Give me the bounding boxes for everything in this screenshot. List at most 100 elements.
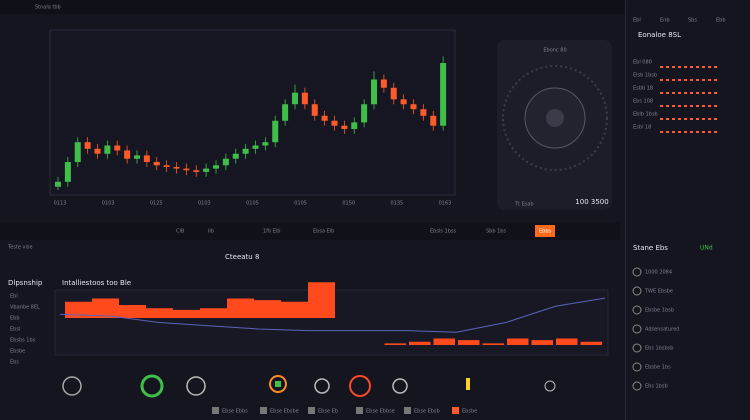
toolbar-button[interactable]: Sbb 1bs — [486, 229, 506, 235]
icon[interactable] — [275, 381, 281, 387]
dash — [672, 92, 675, 94]
icon[interactable] — [544, 380, 556, 392]
dock-icon[interactable] — [404, 407, 411, 414]
dock-button[interactable]: Ebse Ebbse — [366, 409, 395, 415]
dash — [678, 131, 681, 133]
dash — [708, 66, 711, 68]
toolbar-button[interactable]: Ebbs — [539, 229, 552, 235]
right-item[interactable]: 1000 2084 — [645, 270, 672, 276]
dock-icon[interactable] — [356, 407, 363, 414]
dock-button[interactable]: Ebse Ebsbe — [270, 409, 299, 415]
right-section: Stane Ebs — [633, 244, 668, 252]
dock-button[interactable]: Ebse Eb — [318, 409, 338, 415]
dash — [690, 66, 693, 68]
candle-body — [173, 166, 180, 169]
right-item[interactable]: Ebsbe 1bs — [645, 365, 671, 371]
dash — [714, 131, 717, 133]
dash — [690, 105, 693, 107]
icon[interactable] — [186, 376, 206, 396]
bar — [531, 340, 553, 345]
icon[interactable] — [466, 378, 470, 390]
dock-icon[interactable] — [212, 407, 219, 414]
dash — [666, 118, 669, 120]
right-item[interactable]: Ebs 1bsb — [645, 384, 668, 390]
toolbar-button[interactable]: Ebsa Elb — [313, 229, 334, 235]
x-tick-label: 0135 — [391, 201, 404, 207]
tab[interactable]: Ebb — [716, 18, 726, 24]
toolbar-button[interactable]: Ebsls 1bss — [430, 229, 456, 235]
candle-body — [55, 181, 61, 187]
candles — [55, 56, 447, 191]
main-chart-frame — [49, 29, 456, 196]
right-item[interactable]: Ebs 1bsbsb — [645, 346, 673, 352]
gauge-label: Tt Esab — [514, 202, 534, 208]
side-row: Ebsbs 1bs — [10, 338, 36, 344]
candle-body — [272, 120, 279, 143]
bar — [200, 308, 227, 318]
toolbar-button[interactable]: ClB — [176, 229, 185, 235]
icon[interactable] — [314, 378, 330, 394]
dash — [684, 66, 687, 68]
candle-body — [84, 142, 91, 149]
dock-button[interactable]: Ebse Ebsb — [414, 409, 440, 415]
divider — [625, 0, 626, 420]
right-items: 1000 2084 TWE Ebsbe Ebsbe 1bsb Adsensatured… — [632, 267, 679, 391]
right-item[interactable]: Ebsbe 1bsb — [645, 308, 674, 314]
dock-button[interactable]: Ebse Ebbs — [222, 409, 248, 415]
candle-body — [222, 158, 229, 166]
gauge-title: Ebonc 80 — [543, 48, 566, 54]
right-row[interactable]: Elsb 1bsb — [633, 73, 657, 79]
dash — [696, 79, 699, 81]
active-button[interactable] — [535, 225, 555, 237]
dash — [684, 92, 687, 94]
candle-body — [242, 148, 249, 154]
x-tick-label: 0125 — [150, 201, 163, 207]
right-item[interactable]: Adsensatured — [645, 327, 679, 333]
dash — [666, 105, 669, 107]
icon[interactable] — [349, 375, 371, 397]
icon[interactable] — [140, 374, 164, 398]
candle-body — [203, 168, 210, 172]
dock-icon[interactable] — [308, 407, 315, 414]
toolbar — [0, 222, 620, 240]
right-row[interactable]: Eblb 1bsb — [633, 112, 658, 118]
right-section-value: UNd — [700, 245, 713, 252]
dock: Ebse Ebbs Ebse Ebsbe Ebse Eb Ebse Ebbse Ebse… — [212, 407, 477, 415]
bar — [507, 338, 529, 345]
bar — [384, 343, 406, 345]
right-row[interactable]: Esbl 18 — [633, 125, 651, 131]
right-row[interactable]: Ebl 080 — [633, 60, 652, 66]
dash — [708, 92, 711, 94]
tab[interactable]: Sbs — [688, 18, 697, 24]
side-title: Dlpsnship — [8, 279, 43, 287]
right-row[interactable]: Ebs 108 — [633, 99, 653, 105]
dash — [666, 79, 669, 81]
side-rows: Ebl Vbanbe 8EL Ebb Ebsl Ebsbs 1bs Ebsbe Ebs — [10, 294, 40, 366]
icon[interactable] — [392, 378, 408, 394]
dash — [684, 131, 687, 133]
right-row[interactable]: Esbb 18 — [633, 86, 653, 92]
bar — [92, 298, 119, 318]
right-item[interactable]: TWE Ebsbe — [644, 289, 673, 295]
candle-body — [163, 165, 170, 167]
tab[interactable]: Ebl — [633, 18, 641, 24]
candle-body — [262, 142, 269, 146]
candle-body — [410, 104, 417, 110]
side-row: Ebsl — [10, 327, 20, 333]
toolbar-button[interactable]: 1fb Elb — [263, 229, 280, 235]
dial — [502, 65, 608, 171]
candle-body — [361, 104, 368, 123]
dock-button[interactable]: Ebsbe — [462, 409, 477, 415]
x-tick-label: 0103 — [102, 201, 115, 207]
icon[interactable] — [269, 375, 287, 393]
toolbar-button[interactable]: llb — [208, 229, 214, 235]
tab[interactable]: Enb — [660, 18, 670, 24]
icon[interactable] — [62, 376, 82, 396]
item-icon — [632, 324, 642, 334]
x-tick-label: 0105 — [294, 201, 307, 207]
candle-body — [282, 104, 289, 121]
dash — [690, 131, 693, 133]
dash — [660, 131, 663, 133]
dock-icon[interactable] — [452, 407, 459, 414]
dock-icon[interactable] — [260, 407, 267, 414]
